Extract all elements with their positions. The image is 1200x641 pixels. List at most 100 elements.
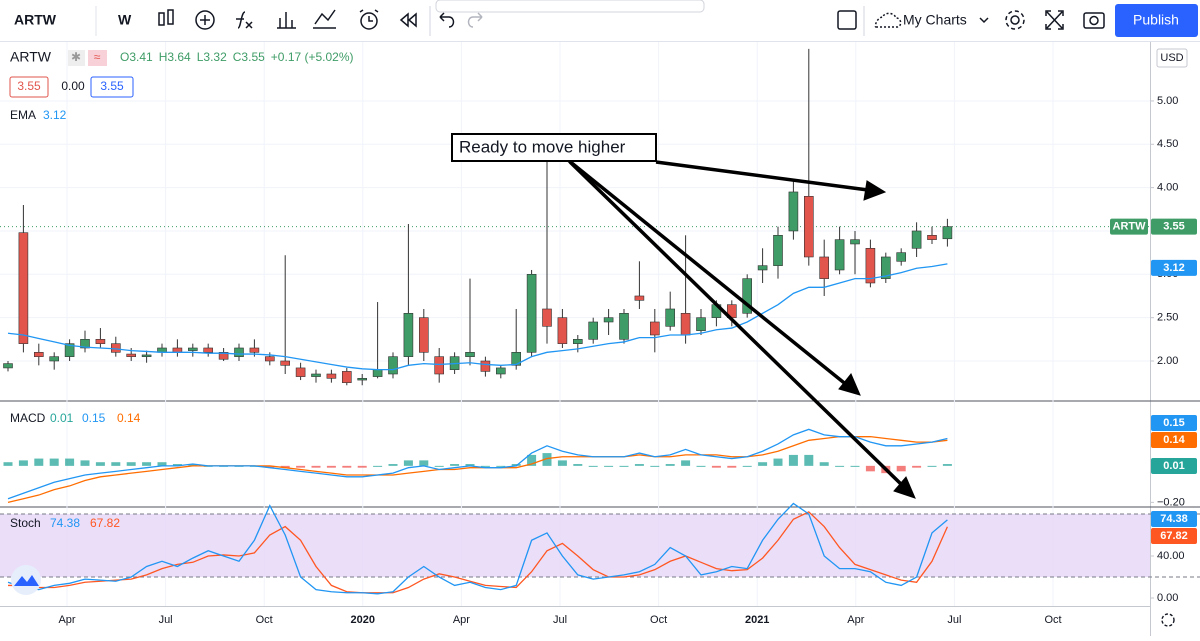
- popup-edge: [435, 0, 705, 13]
- time-label: Oct: [1044, 614, 1061, 626]
- my-charts-caret[interactable]: [979, 17, 989, 24]
- candle-body: [80, 339, 90, 349]
- macd-histogram-bar: [65, 458, 75, 466]
- candle-body: [64, 343, 75, 357]
- chart-type-button[interactable]: [158, 9, 174, 26]
- candle-body: [480, 360, 491, 372]
- macd-histogram-bar: [34, 458, 44, 466]
- stoch-k-badge: [1151, 511, 1197, 527]
- plot-area: Apr Jul Oct 2020 Apr Jul Oct 2021 Apr Jul Oct 2.00 2…: [0, 42, 1200, 626]
- ohlc-value: C3.55: [233, 50, 265, 64]
- alert-button[interactable]: [359, 9, 379, 30]
- candle-body: [927, 235, 937, 240]
- candle-body: [111, 343, 121, 353]
- publish-button[interactable]: [1115, 4, 1198, 37]
- y-tick-label: 5.00: [1157, 95, 1178, 107]
- snapshot-button[interactable]: [1083, 12, 1105, 29]
- candle-body: [372, 369, 383, 377]
- ema-line: [7, 263, 948, 371]
- hist-badge: [1151, 458, 1197, 474]
- macd-histogram-bar: [850, 465, 860, 467]
- legend-icon[interactable]: [88, 50, 107, 66]
- stoch-d-badge-text: 67.82: [1160, 530, 1188, 542]
- time-label: Oct: [256, 614, 273, 626]
- candle-body: [418, 317, 429, 353]
- undo-button[interactable]: [439, 12, 455, 28]
- macd-histogram-bar: [18, 460, 28, 466]
- stoch-d-badge: [1151, 528, 1197, 544]
- publish-label: Publish: [1133, 12, 1179, 28]
- macd-badge: [1151, 415, 1197, 431]
- ema-value: 3.12: [43, 108, 67, 122]
- time-label: Jul: [947, 614, 961, 626]
- candle-body: [619, 313, 629, 340]
- annotation-box[interactable]: [451, 133, 657, 162]
- macd-histogram-bar: [527, 454, 537, 466]
- candle-body: [3, 363, 13, 369]
- annotation-text: Ready to move higher: [459, 137, 626, 156]
- compare-button[interactable]: [313, 9, 336, 29]
- macd-histogram-bar: [465, 464, 475, 466]
- macd-value: 0.15: [82, 411, 106, 425]
- macd-histogram-bar: [696, 465, 706, 467]
- templates-button[interactable]: [277, 12, 296, 29]
- candle-body: [526, 274, 537, 353]
- candle-body: [495, 367, 506, 375]
- toolbar-icons: [158, 6, 1105, 36]
- replay-button[interactable]: [399, 12, 417, 28]
- candle-body: [341, 371, 352, 383]
- bid-price: 3.55: [17, 79, 41, 93]
- candle-body: [742, 278, 753, 314]
- currency-box[interactable]: [1156, 48, 1188, 68]
- y-tick-label: 40.00: [1157, 550, 1185, 562]
- candle-body: [603, 317, 614, 323]
- macd-histogram-bar: [912, 465, 922, 468]
- currency-label: USD: [1160, 52, 1183, 64]
- symbol-search[interactable]: ARTW: [14, 12, 57, 28]
- macd-histogram-bar: [419, 460, 429, 466]
- macd-histogram-bar: [450, 464, 460, 466]
- settings-icon[interactable]: [1161, 613, 1175, 627]
- fx-button[interactable]: [236, 11, 253, 29]
- interval-button[interactable]: W: [118, 12, 132, 28]
- candle-body: [465, 352, 475, 357]
- y-tick-label: 2.00: [1157, 355, 1178, 367]
- macd-histogram-bar: [111, 462, 121, 466]
- candle-body: [357, 378, 368, 381]
- stoch-d-line: [8, 511, 948, 594]
- y-tick-label: 2.50: [1157, 312, 1178, 324]
- candle-body: [280, 360, 291, 366]
- legend-icon-glyph: ≈: [94, 50, 101, 64]
- ohlc-value: H3.64: [159, 50, 191, 64]
- macd-histogram-bar: [573, 464, 583, 466]
- candle-body: [403, 313, 414, 357]
- redo-button[interactable]: [467, 12, 483, 28]
- candle-body: [896, 252, 907, 262]
- candle-body: [33, 352, 44, 357]
- candle-body: [295, 367, 306, 377]
- hist-badge-text: 0.01: [1163, 460, 1184, 472]
- macd-histogram-bar: [542, 453, 552, 466]
- macd-histogram-bar: [604, 465, 614, 467]
- macd-histogram-bar: [896, 465, 906, 472]
- candle-body: [172, 347, 183, 353]
- settings-button[interactable]: [1005, 10, 1025, 30]
- ohlc-value: +0.17 (+5.02%): [271, 50, 354, 64]
- macd-histogram-bar: [634, 464, 644, 466]
- legend-icon[interactable]: [68, 50, 85, 66]
- macd-histogram-bar: [172, 464, 182, 466]
- candle-body: [803, 195, 814, 258]
- candle-body: [880, 256, 891, 279]
- macd-histogram-bar: [95, 462, 105, 466]
- layout-button[interactable]: [837, 10, 857, 30]
- signal-badge: [1151, 432, 1197, 448]
- time-label: Apr: [847, 614, 864, 626]
- annotation-arrows: [566, 158, 916, 499]
- macd-histogram-bar: [480, 465, 490, 467]
- stoch-k-value: 74.38: [50, 516, 80, 530]
- my-charts-button[interactable]: My Charts: [903, 12, 967, 28]
- indicators-button[interactable]: [195, 10, 215, 30]
- fullscreen-button[interactable]: [1045, 10, 1064, 30]
- time-label: 2021: [745, 614, 769, 626]
